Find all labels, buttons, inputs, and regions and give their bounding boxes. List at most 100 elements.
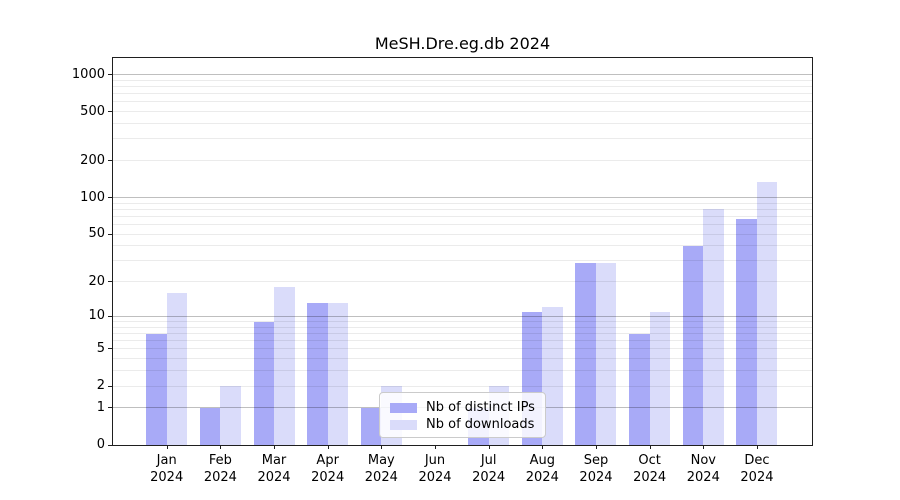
x-tick-label: Jul 2024 — [472, 452, 506, 485]
x-tick-mark — [703, 444, 705, 449]
y-tick-label: 50 — [88, 226, 105, 242]
gridline-minor — [113, 326, 812, 328]
x-tick-mark — [381, 444, 383, 449]
x-tick-label: Jun 2024 — [418, 452, 452, 485]
x-tick-label: Sep 2024 — [579, 452, 613, 485]
gridline-major — [113, 315, 812, 317]
x-tick-label: Apr 2024 — [311, 452, 345, 485]
legend-swatch-distinct-ips — [390, 402, 417, 413]
gridline-major — [113, 197, 812, 198]
gridline-minor — [113, 93, 812, 95]
x-tick-mark — [274, 444, 276, 449]
x-tick-label: Jan 2024 — [150, 452, 184, 485]
x-tick-label: Aug 2024 — [525, 452, 559, 485]
x-tick-label: Dec 2024 — [740, 452, 774, 485]
x-tick-mark — [542, 444, 544, 449]
gridline-minor — [113, 348, 812, 350]
bar-distinct-ips-jan — [146, 333, 167, 445]
gridline-minor — [113, 138, 812, 140]
bar-distinct-ips-dec — [736, 218, 757, 445]
gridline-minor — [113, 385, 812, 387]
gridline-minor — [113, 321, 812, 323]
bar-downloads-oct — [649, 311, 671, 445]
y-tick-mark — [108, 444, 112, 446]
gridline-minor — [113, 202, 812, 204]
gridline-minor — [113, 340, 812, 342]
bar-downloads-dec — [756, 181, 778, 445]
bar-distinct-ips-nov — [682, 245, 704, 445]
x-tick-mark — [649, 444, 651, 449]
legend-item-distinct-ips: Nb of distinct IPs — [390, 399, 545, 416]
gridline-minor — [113, 208, 812, 210]
legend-label-downloads: Nb of downloads — [426, 417, 535, 432]
y-tick-mark — [108, 281, 112, 283]
gridline-minor — [113, 281, 812, 283]
y-tick-mark — [108, 160, 112, 162]
gridline-minor — [113, 123, 812, 125]
gridline-minor — [113, 260, 812, 262]
y-tick-mark — [108, 74, 112, 75]
gridline-minor — [113, 85, 812, 87]
gridline-minor — [113, 160, 812, 162]
y-tick-label: 20 — [88, 273, 105, 289]
chart-title: MeSH.Dre.eg.db 2024 — [374, 34, 551, 53]
legend-label-distinct-ips: Nb of distinct IPs — [426, 400, 535, 415]
gridline-minor — [113, 111, 812, 113]
gridline-minor — [113, 233, 812, 235]
legend: Nb of distinct IPs Nb of downloads — [379, 392, 546, 438]
gridline-minor — [113, 215, 812, 217]
gridline-minor — [113, 224, 812, 226]
x-tick-mark — [488, 444, 490, 449]
gridline-minor — [113, 101, 812, 103]
bar-distinct-ips-feb — [199, 407, 221, 445]
y-tick-label: 1 — [96, 399, 105, 415]
gridline-minor — [113, 79, 812, 81]
bar-distinct-ips-apr — [307, 303, 328, 445]
x-tick-mark — [220, 444, 222, 449]
y-tick-label: 2 — [96, 378, 105, 394]
bar-downloads-feb — [220, 386, 241, 445]
legend-item-downloads: Nb of downloads — [390, 416, 545, 433]
gridline-minor — [113, 332, 812, 334]
bar-downloads-nov — [703, 208, 724, 445]
bar-distinct-ips-sep — [575, 262, 596, 445]
x-tick-mark — [756, 444, 758, 449]
x-tick-mark — [327, 444, 329, 449]
x-tick-mark — [166, 444, 168, 449]
y-tick-mark — [108, 111, 112, 113]
y-tick-mark — [108, 348, 112, 350]
y-tick-label: 5 — [96, 340, 105, 356]
x-tick-label: Nov 2024 — [686, 452, 720, 485]
bar-distinct-ips-mar — [253, 321, 275, 445]
bar-distinct-ips-oct — [629, 333, 650, 445]
x-tick-mark — [435, 444, 436, 449]
y-tick-label: 200 — [80, 152, 105, 168]
x-tick-mark — [595, 444, 597, 449]
y-tick-label: 0 — [96, 437, 105, 452]
bar-distinct-ips-may — [360, 407, 382, 445]
bar-downloads-mar — [274, 287, 295, 445]
x-tick-label: Feb 2024 — [203, 452, 237, 485]
y-tick-mark — [108, 233, 112, 235]
plot-area — [112, 57, 813, 446]
y-tick-label: 10 — [88, 308, 105, 324]
x-tick-label: May 2024 — [364, 452, 398, 485]
y-tick-label: 100 — [80, 189, 105, 205]
x-tick-label: Oct 2024 — [633, 452, 667, 485]
y-tick-mark — [108, 315, 112, 317]
gridline-minor — [113, 370, 812, 372]
y-tick-mark — [108, 407, 112, 409]
gridline-minor — [113, 358, 812, 360]
bar-downloads-aug — [542, 307, 563, 445]
y-tick-mark — [108, 197, 112, 198]
gridline-minor — [113, 245, 812, 247]
bar-downloads-apr — [327, 303, 349, 445]
bar-downloads-sep — [595, 262, 617, 445]
x-tick-label: Mar 2024 — [257, 452, 291, 485]
y-tick-mark — [108, 385, 112, 387]
gridline-major — [113, 74, 812, 75]
legend-swatch-downloads — [390, 419, 417, 430]
y-tick-label: 500 — [80, 103, 105, 119]
bar-downloads-jan — [166, 293, 188, 445]
